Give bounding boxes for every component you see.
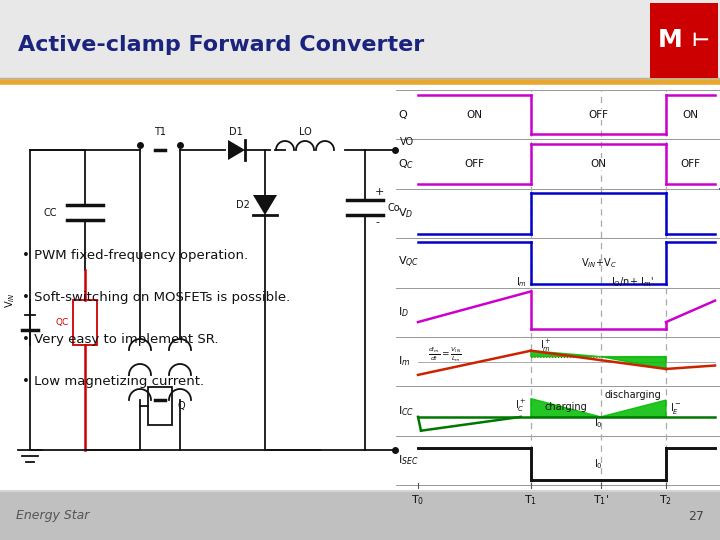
Text: OFF: OFF [680,159,701,169]
Text: I$_O$/n+ I$_m$': I$_O$/n+ I$_m$' [611,275,654,289]
Polygon shape [600,400,666,417]
Text: I$_{SEC}$: I$_{SEC}$ [398,454,418,467]
Bar [73,300,97,345]
Text: I$_E^-$: I$_E^-$ [670,401,681,416]
Text: I$_m^-$: I$_m^-$ [718,358,720,373]
Text: Active-clamp Forward Converter: Active-clamp Forward Converter [18,35,424,55]
Text: -: - [375,217,379,227]
Bar [0,30,720,490]
Text: V$_{QC}$: V$_{QC}$ [398,255,419,271]
Text: M: M [657,28,683,52]
Text: • Very easy to implement SR.: • Very easy to implement SR. [22,333,218,346]
Text: +: + [375,187,384,197]
Text: I$_D$: I$_D$ [398,305,409,319]
Text: Q$_C$: Q$_C$ [398,157,414,171]
Text: T$_0$: T$_0$ [411,493,425,507]
Text: I$_0$: I$_0$ [594,457,603,471]
Text: ON: ON [467,110,482,120]
Text: QC: QC [55,319,69,327]
Text: Energy Star: Energy Star [16,510,89,523]
Text: • PWM fixed-frequency operation.: • PWM fixed-frequency operation. [22,248,248,261]
Text: V$_D$: V$_D$ [398,206,413,220]
Text: charging: charging [544,402,587,412]
Text: T$_1$: T$_1$ [524,493,537,507]
Text: T1: T1 [154,127,166,137]
Text: OFF: OFF [464,159,485,169]
Text: • Soft-switching on MOSFETs is possible.: • Soft-switching on MOSFETs is possible. [22,291,290,303]
Text: V$_{IN}$: V$_{IN}$ [3,292,17,308]
Polygon shape [228,140,245,160]
Text: VO: VO [400,137,414,147]
Bar [650,3,718,78]
Text: CC: CC [43,208,57,218]
Text: Q: Q [178,401,186,411]
Text: 27: 27 [688,510,704,523]
Text: $\frac{di_m}{dt}=\frac{V_{IN}}{L_m}$: $\frac{di_m}{dt}=\frac{V_{IN}}{L_m}$ [428,345,462,363]
Text: OFF: OFF [588,110,608,120]
Text: I$_{CC}$: I$_{CC}$ [398,404,414,418]
Text: ⊢: ⊢ [691,30,709,50]
Text: ON: ON [683,110,698,120]
Bar [148,387,172,425]
Text: I$_0$: I$_0$ [594,416,603,430]
Text: D1: D1 [229,127,243,137]
Text: LO: LO [299,127,311,137]
Bar [0,492,720,540]
Text: ON: ON [590,159,606,169]
Text: discharging: discharging [605,390,662,400]
Text: I$_m$: I$_m$ [398,355,410,368]
Text: I$_C^+$: I$_C^+$ [515,398,526,414]
Text: V$_{IN}$+V$_C$: V$_{IN}$+V$_C$ [718,186,720,199]
Text: Co: Co [387,203,400,213]
Text: I$_m^+$: I$_m^+$ [540,338,552,354]
Polygon shape [600,356,666,369]
Text: I$_m$: I$_m$ [516,275,527,289]
Polygon shape [531,350,600,356]
Bar [0,0,720,80]
Polygon shape [253,195,277,215]
Text: • Low magnetizing current.: • Low magnetizing current. [22,375,204,388]
Text: Q: Q [398,110,407,120]
Text: T$_1$': T$_1$' [593,493,608,507]
Text: V$_{IN}$+V$_C$: V$_{IN}$+V$_C$ [580,256,616,269]
Text: T$_2$: T$_2$ [660,493,672,507]
Text: D2: D2 [236,200,250,210]
Polygon shape [531,399,600,417]
